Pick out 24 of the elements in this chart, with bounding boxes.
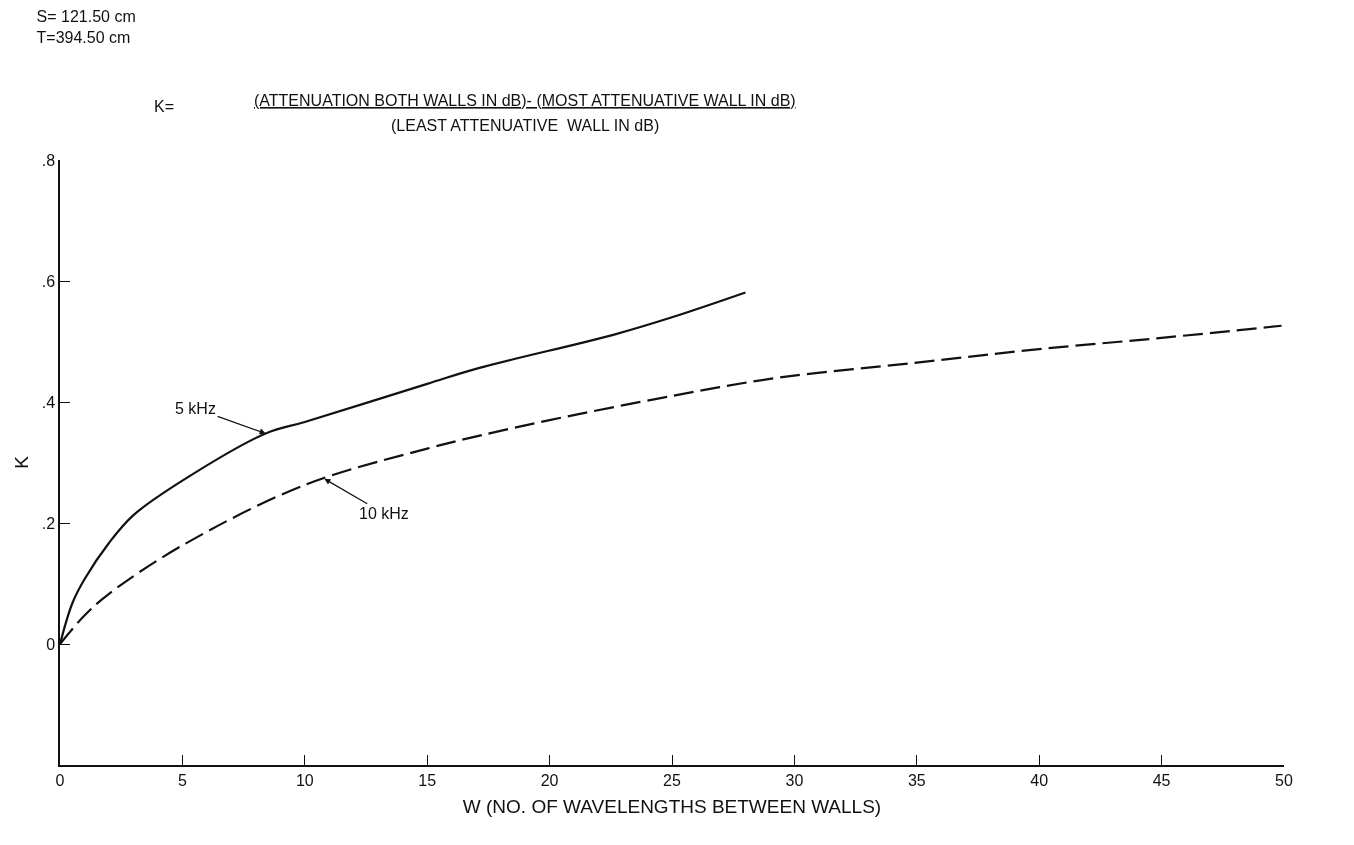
y-tick-label: .4 [41,393,56,411]
y-axis-title: K [11,455,33,469]
chart-subtitle: T=394.50 cm [36,28,131,46]
text: (LEAST ATTENUATIVE WALL IN dB) [391,117,660,134]
x-tick-label: 15 [418,771,437,789]
x-tick-label: 10 [295,771,314,789]
y-tick-label: 0 [46,635,56,653]
x-tick-label: 5 [177,771,187,789]
x-tick-label: 50 [1275,771,1293,789]
annotation: 10 kHz [359,505,409,522]
text: (ATTENUATION BOTH WALLS IN dB)- (MOST ATTENUATIVE WALL IN dB) [254,92,796,109]
x-tick-label: 35 [907,771,926,789]
chart-title: S= 121.50 cm [36,8,136,25]
text: K= [154,98,175,115]
x-tick-label: 20 [540,771,559,789]
annotation: 5 kHz [175,400,216,417]
x-axis-title: W (NO. OF WAVELENGTHS BETWEEN WALLS) [462,796,882,818]
y-tick-label: .2 [41,514,56,532]
x-tick-label: 40 [1030,771,1049,789]
x-tick-label: 25 [663,771,681,789]
x-tick-label: 30 [785,771,804,789]
y-tick-label: .6 [41,272,56,290]
x-tick-label: 45 [1152,771,1171,789]
y-tick-label: .8 [41,151,56,169]
